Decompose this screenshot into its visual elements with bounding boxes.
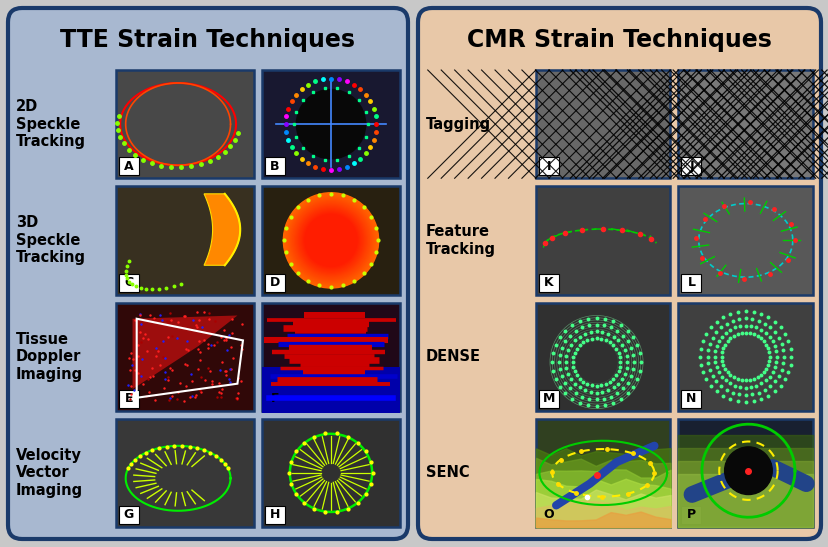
Bar: [262, 70, 400, 178]
Text: G: G: [123, 509, 134, 521]
Circle shape: [300, 210, 361, 271]
Bar: [119, 274, 139, 292]
Bar: [116, 70, 253, 178]
Circle shape: [299, 209, 362, 272]
Bar: [536, 302, 670, 411]
Bar: [538, 390, 558, 408]
Bar: [265, 274, 285, 292]
Bar: [119, 390, 139, 408]
Circle shape: [724, 447, 772, 494]
Circle shape: [302, 212, 359, 269]
Bar: [119, 157, 139, 175]
FancyBboxPatch shape: [417, 8, 820, 539]
Bar: [677, 302, 812, 411]
Circle shape: [305, 214, 357, 266]
Text: Velocity
Vector
Imaging: Velocity Vector Imaging: [16, 448, 83, 498]
Text: D: D: [270, 276, 280, 289]
Text: M: M: [542, 392, 555, 405]
Bar: [538, 157, 558, 175]
Bar: [116, 186, 253, 294]
Text: I: I: [546, 160, 551, 173]
Text: J: J: [688, 160, 693, 173]
Circle shape: [287, 197, 373, 283]
Bar: [116, 302, 253, 411]
Text: Tissue
Doppler
Imaging: Tissue Doppler Imaging: [16, 331, 83, 381]
Circle shape: [283, 193, 378, 288]
Circle shape: [284, 194, 377, 287]
Circle shape: [295, 204, 367, 277]
Circle shape: [296, 206, 364, 275]
Circle shape: [307, 217, 354, 264]
Circle shape: [286, 195, 376, 286]
Text: A: A: [124, 160, 133, 173]
Text: DENSE: DENSE: [426, 349, 480, 364]
Text: F: F: [271, 392, 279, 405]
Text: CMR Strain Techniques: CMR Strain Techniques: [466, 28, 771, 52]
Bar: [538, 506, 558, 524]
Circle shape: [304, 213, 358, 267]
Circle shape: [290, 200, 371, 281]
Circle shape: [286, 196, 375, 284]
Bar: [681, 506, 700, 524]
Circle shape: [296, 90, 365, 159]
Text: P: P: [686, 509, 696, 521]
FancyBboxPatch shape: [8, 8, 407, 539]
Polygon shape: [204, 194, 240, 265]
Text: L: L: [686, 276, 695, 289]
Bar: [262, 302, 400, 411]
Circle shape: [291, 201, 370, 280]
Bar: [119, 506, 139, 524]
Circle shape: [296, 205, 366, 276]
Circle shape: [292, 202, 369, 279]
Bar: [677, 186, 812, 294]
Bar: [262, 368, 400, 413]
Circle shape: [298, 207, 363, 273]
Bar: [265, 390, 285, 408]
Text: 2D
Speckle
Tracking: 2D Speckle Tracking: [16, 99, 86, 149]
Polygon shape: [132, 316, 237, 389]
Text: B: B: [270, 160, 279, 173]
Bar: [536, 186, 670, 294]
Text: C: C: [124, 276, 133, 289]
Bar: [681, 390, 700, 408]
Circle shape: [301, 211, 360, 270]
Text: Feature
Tracking: Feature Tracking: [426, 224, 495, 257]
Circle shape: [293, 203, 368, 278]
Bar: [262, 419, 400, 527]
Bar: [262, 186, 400, 294]
Text: K: K: [543, 276, 553, 289]
Bar: [681, 157, 700, 175]
Bar: [536, 70, 670, 178]
Text: 3D
Speckle
Tracking: 3D Speckle Tracking: [16, 216, 86, 265]
Circle shape: [289, 199, 373, 282]
Bar: [681, 274, 700, 292]
Text: Tagging: Tagging: [426, 117, 490, 132]
Bar: [116, 419, 253, 527]
Text: TTE Strain Techniques: TTE Strain Techniques: [60, 28, 355, 52]
Bar: [265, 506, 285, 524]
Bar: [538, 274, 558, 292]
Text: H: H: [269, 509, 280, 521]
Text: E: E: [124, 392, 133, 405]
Text: O: O: [543, 509, 554, 521]
Bar: [265, 157, 285, 175]
Bar: [677, 70, 812, 178]
Bar: [536, 419, 670, 527]
Text: N: N: [686, 392, 696, 405]
Text: SENC: SENC: [426, 465, 469, 480]
Bar: [677, 419, 812, 527]
